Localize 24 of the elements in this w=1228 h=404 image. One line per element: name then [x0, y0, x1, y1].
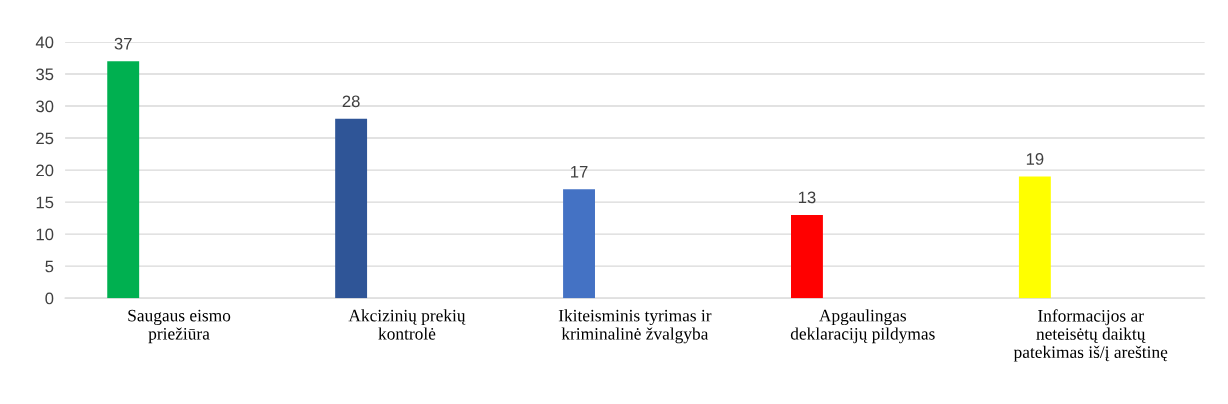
data-label: 37: [114, 37, 132, 50]
bar: [1018, 176, 1051, 299]
x-tick-label: Apgaulingas deklaracijų pildymas: [790, 309, 935, 344]
data-label: 28: [342, 95, 360, 108]
data-label: 13: [798, 191, 816, 204]
data-label: 19: [1026, 153, 1044, 165]
bar: [791, 214, 823, 299]
y-tick-label: 20: [36, 164, 54, 177]
y-tick-label: 40: [35, 36, 54, 49]
bar: [107, 61, 140, 299]
x-tick-label: Ikiteisminis tyrimas ir kriminalinė žvalgyba: [558, 309, 712, 344]
y-tick-label: 15: [36, 196, 54, 209]
y-tick-label: 35: [36, 68, 54, 81]
y-tick-label: 25: [36, 132, 54, 145]
bar: [563, 189, 595, 299]
x-tick-label: Saugaus eismo priežiūra: [128, 309, 231, 344]
x-tick-label: Akcizinių prekių kontrolė: [348, 309, 466, 340]
y-tick-label: 5: [45, 260, 54, 273]
y-tick-label: 30: [36, 100, 54, 113]
y-tick-label: 0: [45, 292, 54, 305]
data-label: 17: [571, 166, 588, 178]
bar: [335, 118, 368, 299]
y-tick-label: 10: [36, 228, 54, 241]
x-tick-label: Informacijos ar neteisėtų daiktų patekimas iš/į areštinę: [1013, 309, 1168, 362]
